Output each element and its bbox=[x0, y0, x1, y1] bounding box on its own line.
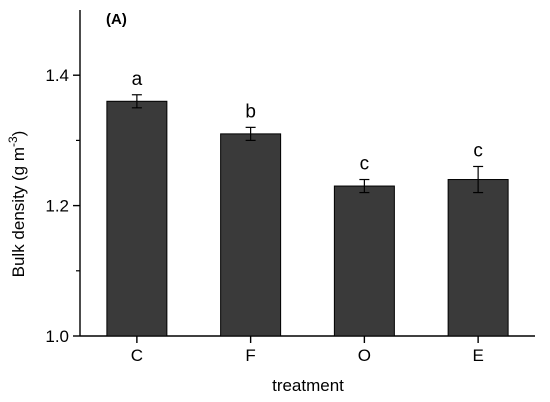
bar-E bbox=[447, 179, 509, 337]
y-tick-label: 1.2 bbox=[45, 197, 69, 216]
bar-O bbox=[333, 185, 395, 337]
y-tick-label: 1.0 bbox=[45, 327, 69, 346]
plot-area: 1.0 1.2 1.4 a Cb Fc Oc E bbox=[45, 10, 535, 365]
significance-letter-O: c bbox=[360, 154, 370, 175]
significance-letter-C: a bbox=[132, 69, 143, 90]
x-tick-label: F bbox=[245, 346, 255, 365]
y-axis-title-superscript: -3 bbox=[6, 136, 20, 147]
y-tick-label: 1.4 bbox=[45, 66, 69, 85]
significance-letter-E: c bbox=[473, 140, 483, 161]
x-tick-label: O bbox=[358, 346, 371, 365]
y-axis-title-text: Bulk density (g m bbox=[9, 147, 28, 277]
x-tick-label: C bbox=[131, 346, 143, 365]
bar-C bbox=[106, 100, 168, 337]
x-axis-title: treatment bbox=[272, 376, 344, 395]
bar-F bbox=[220, 133, 282, 337]
significance-letter-F: b bbox=[245, 101, 256, 122]
panel-label: (A) bbox=[106, 11, 127, 28]
x-tick-label: E bbox=[472, 346, 483, 365]
y-axis-title-close: ) bbox=[9, 131, 28, 137]
y-axis-title: Bulk density (g m-3) bbox=[6, 131, 28, 278]
